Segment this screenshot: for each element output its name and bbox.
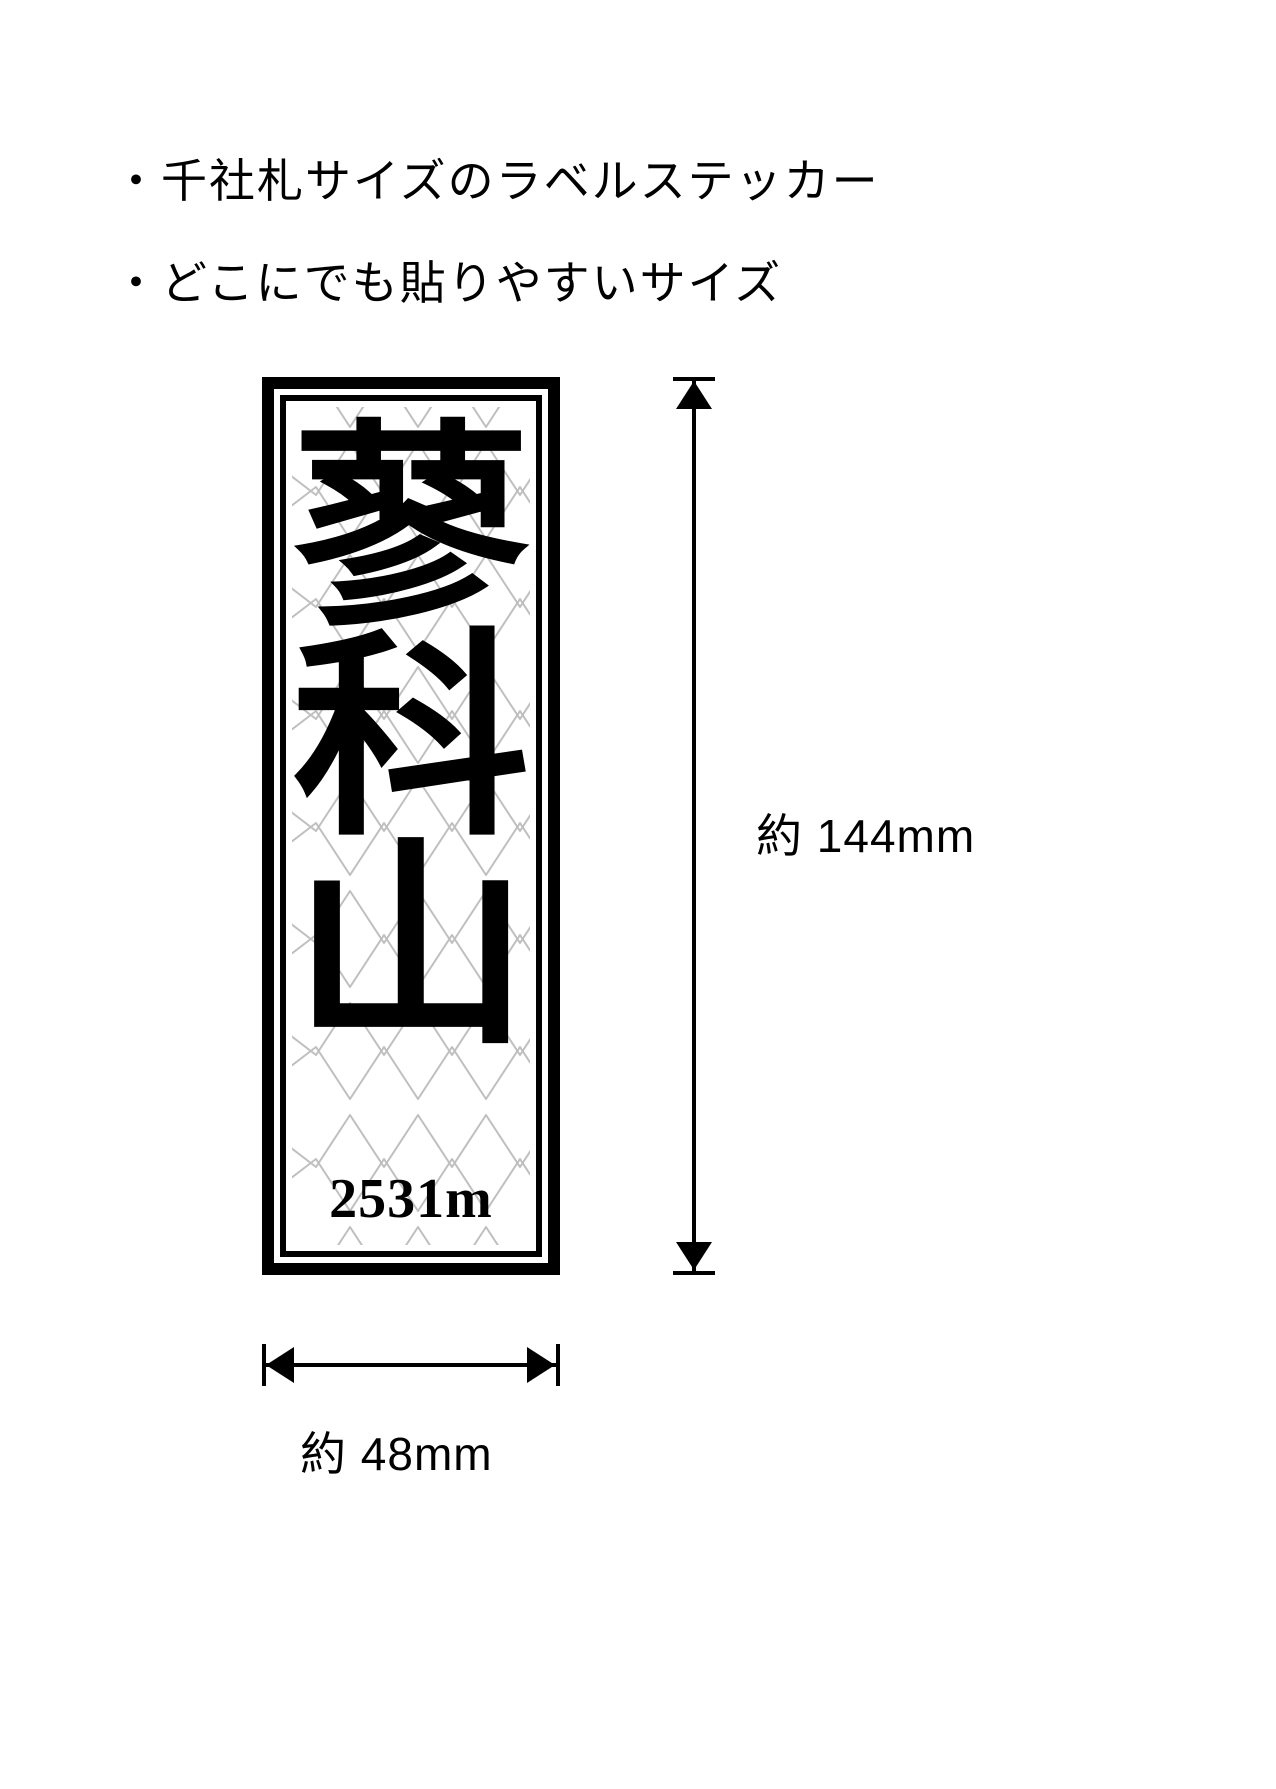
- kanji-char: 山: [292, 845, 530, 1054]
- label-sticker: 蓼科山 2531m: [262, 377, 560, 1275]
- kanji-char: 科: [292, 636, 530, 845]
- dim-part: [262, 1363, 560, 1367]
- kanji-text: 蓼科山: [301, 427, 521, 1054]
- dimension-height-label: 約 144mm: [756, 800, 975, 866]
- bullet-list: ・千社札サイズのラベルステッカー・どこにでも貼りやすいサイズ: [113, 145, 880, 313]
- dimension-width-label: 約 48mm: [300, 1418, 493, 1484]
- bullet-item: ・どこにでも貼りやすいサイズ: [113, 247, 880, 313]
- dim-part: [527, 1347, 555, 1383]
- elevation-text: 2531m: [329, 1167, 493, 1231]
- dim-part: [692, 377, 696, 1275]
- bullet-item: ・千社札サイズのラベルステッカー: [113, 145, 880, 211]
- dim-part: [266, 1347, 294, 1383]
- page: ・千社札サイズのラベルステッカー・どこにでも貼りやすいサイズ 蓼科山 2531m…: [0, 0, 1276, 1789]
- kanji-char: 蓼: [292, 427, 530, 636]
- dim-part: [676, 381, 712, 409]
- dim-part: [676, 1242, 712, 1270]
- label-inner: 蓼科山 2531m: [292, 407, 530, 1245]
